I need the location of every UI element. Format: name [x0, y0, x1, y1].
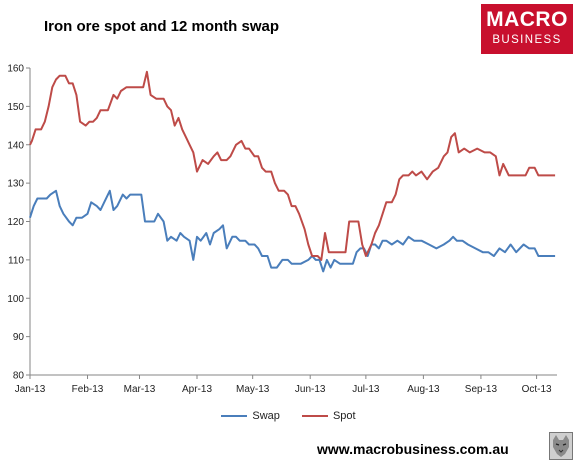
y-tick-label: 130: [7, 179, 24, 190]
y-tick-label: 140: [7, 140, 24, 151]
series-line-spot: [29, 70, 556, 261]
x-tick-label: Jun-13: [295, 384, 326, 395]
x-tick-label: Oct-13: [522, 384, 552, 395]
chart-legend: Swap Spot: [0, 410, 577, 422]
x-tick-label: Jan-13: [15, 384, 46, 395]
line-chart: 80 90 100 110 120 130 140 150 160 Jan-13 Feb-13 Mar…: [7, 64, 557, 395]
x-tick-label: Mar-13: [124, 384, 156, 395]
legend-label-swap: Swap: [252, 410, 280, 422]
y-tick-label: 120: [7, 217, 24, 228]
y-tick-label: 80: [13, 371, 25, 382]
logo-line-1: MACRO: [486, 8, 568, 31]
y-tick-label: 110: [8, 255, 24, 266]
y-tick-label: 160: [7, 64, 24, 75]
legend-item-spot: Spot: [301, 410, 356, 422]
logo-line-2: BUSINESS: [492, 34, 562, 46]
legend-label-spot: Spot: [332, 410, 356, 422]
x-tick-label: Jul-13: [352, 384, 380, 395]
chart-title: Iron ore spot and 12 month swap: [44, 18, 280, 35]
y-tick-label: 100: [7, 294, 24, 305]
footer-url: www.macrobusiness.com.au: [317, 441, 509, 457]
legend-item-swap: Swap: [221, 410, 280, 422]
x-tick-label: Sep-13: [465, 384, 498, 395]
x-tick-label: Feb-13: [72, 384, 104, 395]
legend-swatch-swap: [221, 415, 248, 417]
series-line-swap: [29, 189, 556, 273]
x-tick-label: Apr-13: [182, 384, 212, 395]
y-tick-label: 90: [13, 332, 25, 343]
y-tick-label: 150: [7, 102, 24, 113]
macro-business-logo: MACRO BUSINESS: [481, 4, 573, 54]
legend-swatch-spot: [301, 415, 328, 417]
wolf-logo-icon: [549, 432, 573, 460]
x-tick-label: May-13: [236, 384, 270, 395]
x-tick-label: Aug-13: [407, 384, 440, 395]
